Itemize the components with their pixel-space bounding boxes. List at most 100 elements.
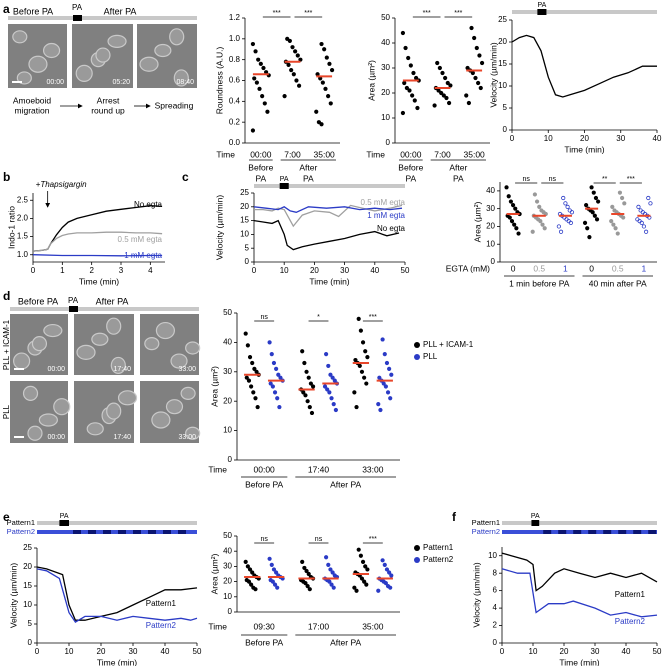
significance-label: ns <box>315 536 323 543</box>
data-point <box>617 190 623 195</box>
x-tick-label: 10 <box>280 266 289 275</box>
phase-label: After PA <box>96 296 129 306</box>
x-tick-label: 1 <box>642 263 647 273</box>
data-point <box>249 384 254 389</box>
data-point <box>504 185 509 190</box>
data-point <box>250 128 256 133</box>
data-point <box>506 194 511 199</box>
data-point <box>444 95 449 101</box>
pa-label: PA <box>60 513 69 520</box>
y-tick-label: 2.5 <box>17 195 29 204</box>
cell <box>180 386 196 400</box>
y-tick-label: 6 <box>493 586 498 595</box>
time-stamp: 00:00 <box>47 366 65 373</box>
data-point <box>610 204 615 209</box>
data-point <box>478 85 483 91</box>
x-axis-title: Time (min) <box>559 657 599 666</box>
data-point <box>464 93 469 98</box>
data-point <box>303 393 308 398</box>
y-axis-title: Area (µm²) <box>366 60 376 101</box>
data-point <box>352 390 357 395</box>
pa-bar <box>73 15 82 21</box>
cell <box>169 28 185 46</box>
y-tick-label: 40 <box>223 546 232 555</box>
data-point <box>470 70 475 76</box>
track-dash <box>73 530 81 534</box>
track-dash <box>178 530 186 534</box>
step-label: round up <box>91 105 125 115</box>
data-point <box>257 86 262 91</box>
data-point <box>477 53 482 58</box>
pa-label: PA <box>537 2 546 9</box>
data-point <box>246 378 252 383</box>
x-tick-label: 1 <box>563 263 568 273</box>
y-tick-label: 2 <box>493 621 498 630</box>
track-bar <box>502 521 657 525</box>
y-tick-label: 25 <box>498 15 507 24</box>
panel-label: e <box>3 510 10 524</box>
series-line <box>32 205 163 252</box>
data-point <box>309 410 315 416</box>
data-point <box>415 105 420 111</box>
data-point <box>247 354 253 360</box>
y-tick-label: 20 <box>381 88 390 97</box>
data-point <box>590 210 595 215</box>
data-point <box>585 226 590 231</box>
data-point <box>377 375 382 380</box>
x-tick-label: 40 <box>161 647 170 656</box>
track-dash <box>588 530 597 534</box>
x-tick-label: 40 <box>622 647 631 656</box>
data-point <box>253 396 258 401</box>
data-point <box>476 80 481 86</box>
significance-label: *** <box>304 10 312 17</box>
data-point <box>326 94 331 99</box>
data-point <box>305 584 310 589</box>
data-point <box>326 363 331 369</box>
data-point <box>516 231 521 236</box>
x-tick-label: 50 <box>401 266 410 275</box>
row-label: PLL <box>2 404 11 419</box>
series-line <box>501 568 658 618</box>
x-tick-label: 30 <box>616 134 625 143</box>
data-point <box>322 47 327 52</box>
track-label: Pattern1 <box>7 518 35 527</box>
y-axis-title: Velocity (µm/min) <box>471 562 481 628</box>
data-point <box>364 582 369 587</box>
data-point <box>376 588 381 593</box>
x-tick-label: 10 <box>65 647 74 656</box>
data-point <box>247 567 253 572</box>
time-stamp: 00:00 <box>46 79 64 86</box>
legend-marker <box>414 545 420 551</box>
x-axis-title: Time <box>216 149 235 159</box>
significance-label: *** <box>369 536 377 543</box>
data-point <box>324 555 329 560</box>
series-label: 1 mM egta <box>367 211 405 220</box>
cell <box>170 353 188 369</box>
cell <box>155 321 176 340</box>
pa-bar <box>59 520 69 526</box>
timeline-bar <box>8 16 197 20</box>
y-tick-label: 0 <box>493 638 498 647</box>
x-tick-label: 0.5 <box>533 263 545 273</box>
data-point <box>253 587 258 592</box>
data-point <box>270 384 275 389</box>
data-point <box>435 60 440 66</box>
data-point <box>412 98 417 103</box>
step-label: migration <box>15 105 50 115</box>
x-tick-label: 0 <box>35 647 40 656</box>
pa-bar <box>279 183 289 189</box>
cell <box>117 390 138 406</box>
data-point <box>622 201 627 206</box>
data-point <box>439 90 444 96</box>
data-point <box>269 352 274 357</box>
y-axis-title: Roundness (A.U.) <box>214 47 224 115</box>
data-point <box>325 387 330 392</box>
x-tick-label: 30 <box>340 266 349 275</box>
data-point <box>362 579 367 584</box>
significance-label: ** <box>602 176 608 183</box>
data-point <box>609 219 614 224</box>
data-point <box>289 67 294 73</box>
y-tick-label: 20 <box>23 562 32 571</box>
y-tick-label: 40 <box>486 186 495 195</box>
